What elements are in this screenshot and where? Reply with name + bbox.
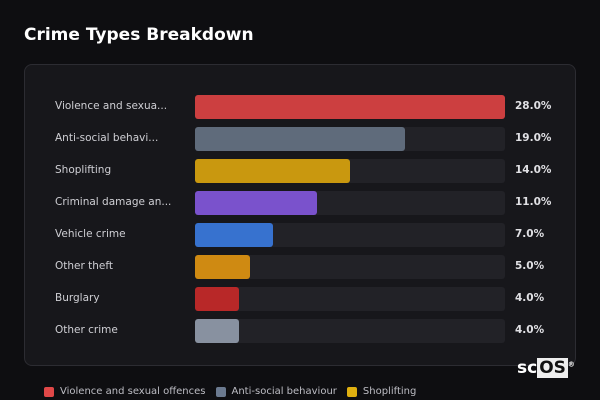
bar-row: Criminal damage an... 11.0%: [25, 191, 577, 215]
legend-swatch: [215, 386, 226, 397]
logo-text: sc: [517, 358, 538, 378]
category-label: Burglary: [55, 292, 100, 304]
logo-registered-mark: ®: [567, 360, 575, 369]
bar-row: Shoplifting 14.0%: [25, 159, 577, 183]
bar-track: [195, 95, 505, 119]
bar[interactable]: [195, 223, 273, 247]
bar-row: Burglary 4.0%: [25, 287, 577, 311]
value-label: 28.0%: [515, 100, 552, 112]
bar-row: Other theft 5.0%: [25, 255, 577, 279]
bar[interactable]: [195, 319, 240, 343]
bar[interactable]: [195, 127, 406, 151]
value-label: 19.0%: [515, 132, 552, 144]
bar-track: [195, 127, 505, 151]
bar-row: Other crime 4.0%: [25, 319, 577, 343]
bar-row: Violence and sexua... 28.0%: [25, 95, 577, 119]
chart-title: Crime Types Breakdown: [24, 25, 254, 45]
legend-label: Anti-social behaviour: [231, 386, 337, 397]
value-label: 11.0%: [515, 196, 552, 208]
value-label: 4.0%: [515, 292, 545, 304]
chart-card: Violence and sexua... 28.0% Anti-social b…: [24, 64, 576, 366]
legend-swatch: [346, 386, 357, 397]
bar-track: [195, 191, 505, 215]
bar[interactable]: [195, 191, 317, 215]
bar-row: Anti-social behavi... 19.0%: [25, 127, 577, 151]
value-label: 7.0%: [515, 228, 545, 240]
bar-track: [195, 255, 505, 279]
bar-track: [195, 287, 505, 311]
bar[interactable]: [195, 255, 251, 279]
legend-item[interactable]: Shoplifting: [346, 386, 417, 397]
legend-item[interactable]: Violence and sexual offences: [44, 386, 206, 397]
category-label: Vehicle crime: [55, 228, 126, 240]
logo-text-box: OS: [537, 358, 568, 378]
category-label: Other crime: [55, 324, 118, 336]
category-label: Other theft: [55, 260, 114, 272]
legend-label: Violence and sexual offences: [60, 386, 206, 397]
category-label: Violence and sexua...: [55, 100, 168, 112]
bar-track: [195, 159, 505, 183]
legend: Violence and sexual offences Anti-social …: [44, 386, 416, 397]
value-label: 4.0%: [515, 324, 545, 336]
legend-swatch: [44, 386, 54, 397]
bar-track: [195, 223, 505, 247]
legend-label: Shoplifting: [362, 386, 417, 397]
category-label: Shoplifting: [55, 164, 112, 176]
category-label: Anti-social behavi...: [55, 132, 159, 144]
bar[interactable]: [195, 159, 350, 183]
logo: sc OS ®: [517, 358, 575, 378]
bar-track: [195, 319, 505, 343]
legend-item[interactable]: Anti-social behaviour: [215, 386, 337, 397]
value-label: 5.0%: [515, 260, 545, 272]
bar[interactable]: [195, 95, 505, 119]
bar-row: Vehicle crime 7.0%: [25, 223, 577, 247]
category-label: Criminal damage an...: [55, 196, 172, 208]
value-label: 14.0%: [515, 164, 552, 176]
bar[interactable]: [195, 287, 240, 311]
